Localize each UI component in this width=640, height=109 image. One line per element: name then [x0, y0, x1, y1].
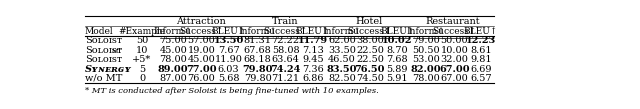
Text: 6.69: 6.69	[470, 65, 492, 73]
Text: 74.50: 74.50	[356, 74, 384, 83]
Text: 45.00: 45.00	[159, 46, 187, 55]
Text: 10.02: 10.02	[382, 36, 412, 45]
Text: BLEU↑: BLEU↑	[211, 27, 246, 36]
Text: 67.68: 67.68	[244, 46, 271, 55]
Text: Inform↑: Inform↑	[238, 27, 277, 36]
Text: 87.00: 87.00	[159, 74, 187, 83]
Text: 6.03: 6.03	[218, 65, 239, 73]
Text: 7.36: 7.36	[302, 65, 324, 73]
Text: 19.00: 19.00	[188, 46, 215, 55]
Text: 79.00: 79.00	[412, 36, 440, 45]
Text: 8.70: 8.70	[387, 46, 408, 55]
Text: Train: Train	[271, 17, 298, 26]
Text: 50.50: 50.50	[412, 46, 440, 55]
Text: 5.91: 5.91	[387, 74, 408, 83]
Text: 72.22: 72.22	[271, 36, 300, 45]
Text: 76.50: 76.50	[355, 65, 385, 73]
Text: Inform↑: Inform↑	[323, 27, 361, 36]
Text: 76.00: 76.00	[188, 74, 215, 83]
Text: BLEU↑: BLEU↑	[380, 27, 414, 36]
Text: 33.50: 33.50	[328, 46, 356, 55]
Text: 77.00: 77.00	[186, 65, 216, 73]
Text: 83.50: 83.50	[326, 65, 357, 73]
Text: Inform↑: Inform↑	[154, 27, 193, 36]
Text: BLEU↑: BLEU↑	[463, 27, 498, 36]
Text: Success↑: Success↑	[264, 27, 308, 36]
Text: +5*: +5*	[132, 55, 152, 64]
Text: 22.50: 22.50	[356, 46, 384, 55]
Text: 79.80: 79.80	[244, 74, 271, 83]
Text: 9.45: 9.45	[302, 55, 324, 64]
Text: Sᴏʟᴏɪѕᴛ: Sᴏʟᴏɪѕᴛ	[85, 46, 122, 55]
Text: 63.64: 63.64	[271, 55, 300, 64]
Text: 9.81: 9.81	[470, 55, 492, 64]
Text: Model: Model	[85, 27, 113, 36]
Text: 5.68: 5.68	[218, 74, 239, 83]
Text: BLEU↑: BLEU↑	[296, 27, 330, 36]
Text: Restaurant: Restaurant	[426, 17, 480, 26]
Text: 74.24: 74.24	[271, 65, 301, 73]
Text: 5.89: 5.89	[387, 65, 408, 73]
Text: Success↑: Success↑	[179, 27, 223, 36]
Text: 11.90: 11.90	[214, 55, 243, 64]
Text: 67.00: 67.00	[439, 65, 470, 73]
Text: 5: 5	[139, 65, 145, 73]
Text: Sᴏʟᴏɪѕᴛ: Sᴏʟᴏɪѕᴛ	[85, 55, 122, 64]
Text: 89.00: 89.00	[158, 65, 189, 73]
Text: 38.00: 38.00	[356, 36, 384, 45]
Text: 68.18: 68.18	[244, 55, 271, 64]
Text: 45.00: 45.00	[188, 55, 215, 64]
Text: 58.08: 58.08	[272, 46, 300, 55]
Text: 79.80: 79.80	[243, 65, 273, 73]
Text: 32.00: 32.00	[440, 55, 468, 64]
Text: 57.00: 57.00	[188, 36, 215, 45]
Text: 7.13: 7.13	[302, 46, 324, 55]
Text: 78.00: 78.00	[159, 55, 187, 64]
Text: 13.50: 13.50	[213, 36, 244, 45]
Text: 12.23: 12.23	[466, 36, 496, 45]
Text: 50: 50	[136, 36, 148, 45]
Text: 78.00: 78.00	[412, 74, 440, 83]
Text: 50.00: 50.00	[440, 36, 468, 45]
Text: 75.00: 75.00	[159, 36, 187, 45]
Text: 6.57: 6.57	[470, 74, 492, 83]
Text: 10: 10	[136, 46, 148, 55]
Text: #Example: #Example	[118, 27, 166, 36]
Text: Inform↑: Inform↑	[407, 27, 445, 36]
Text: 7.68: 7.68	[387, 55, 408, 64]
Text: Success↑: Success↑	[432, 27, 476, 36]
Text: Sᴏʟᴏɪѕᴛ: Sᴏʟᴏɪѕᴛ	[85, 36, 122, 45]
Text: 8.61: 8.61	[470, 46, 492, 55]
Text: 53.00: 53.00	[412, 55, 440, 64]
Text: Sʏɴᴇʀɢʏ: Sʏɴᴇʀɢʏ	[85, 65, 132, 73]
Text: 11.79: 11.79	[298, 36, 328, 45]
Text: 0: 0	[139, 74, 145, 83]
Text: 82.00: 82.00	[411, 65, 442, 73]
Text: w/o MT: w/o MT	[85, 74, 122, 83]
Text: 10.00: 10.00	[440, 46, 468, 55]
Text: Attraction: Attraction	[175, 17, 225, 26]
Text: Hotel: Hotel	[356, 17, 383, 26]
Text: 62.00: 62.00	[328, 36, 356, 45]
Text: 6.86: 6.86	[302, 74, 324, 83]
Text: * MT is conducted after Soloist is being fine-tuned with 10 examples.: * MT is conducted after Soloist is being…	[85, 87, 379, 95]
Text: MT: MT	[111, 49, 122, 54]
Text: Success↑: Success↑	[348, 27, 392, 36]
Text: 67.00: 67.00	[440, 74, 468, 83]
Text: 46.50: 46.50	[328, 55, 356, 64]
Text: 22.50: 22.50	[356, 55, 384, 64]
Text: 82.50: 82.50	[328, 74, 356, 83]
Text: 71.21: 71.21	[271, 74, 300, 83]
Text: 81.31: 81.31	[244, 36, 271, 45]
Text: 7.67: 7.67	[218, 46, 239, 55]
